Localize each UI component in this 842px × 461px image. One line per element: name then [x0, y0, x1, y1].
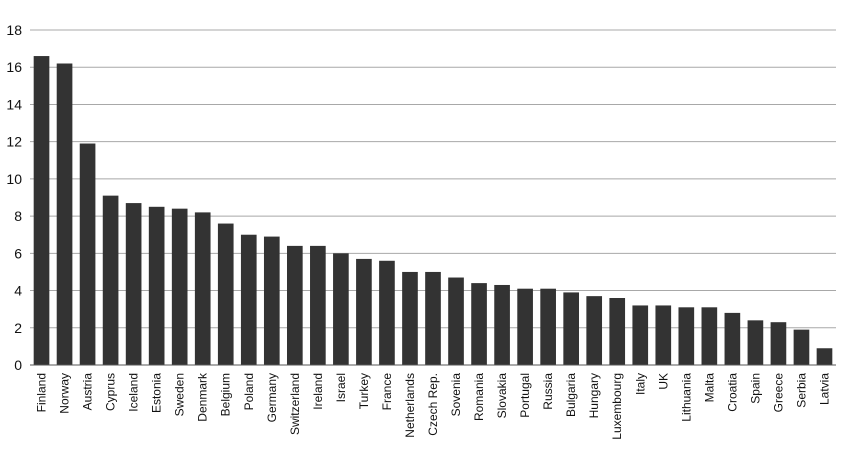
- y-tick-label: 0: [14, 357, 22, 373]
- y-tick-label: 14: [6, 96, 22, 112]
- x-tick-label: Cyprus: [104, 373, 118, 411]
- x-tick-label: Malta: [702, 373, 716, 403]
- bars: [33, 56, 833, 366]
- y-tick-label: 10: [6, 171, 22, 187]
- x-tick-label: Belgium: [219, 373, 233, 416]
- bar: [402, 271, 418, 365]
- bar: [655, 305, 672, 365]
- bar: [79, 143, 96, 365]
- x-tick-label: Bulgaria: [564, 373, 578, 417]
- x-tick-label: Turkey: [357, 373, 371, 409]
- x-tick-label: Switzerland: [288, 373, 302, 435]
- x-tick-label: Poland: [242, 373, 256, 410]
- bar: [770, 322, 787, 365]
- bar: [33, 56, 50, 366]
- x-tick-label: Serbia: [794, 373, 808, 408]
- x-tick-label: Iceland: [127, 373, 141, 412]
- y-tick-label: 18: [6, 22, 22, 38]
- y-tick-label: 12: [6, 134, 22, 150]
- bar: [632, 305, 649, 365]
- bar: [356, 258, 372, 365]
- x-tick-label: Germany: [265, 373, 279, 422]
- x-axis-tick-labels: Finland Norway Austria Cyprus Iceland Estonia…: [35, 372, 832, 440]
- bar: [240, 234, 257, 365]
- bar: [448, 277, 464, 365]
- x-tick-label: Russia: [541, 373, 555, 410]
- y-tick-label: 4: [14, 283, 22, 299]
- x-tick-label: Israel: [334, 373, 348, 402]
- x-tick-label: Austria: [81, 373, 95, 411]
- bar: [171, 208, 188, 365]
- y-tick-label: 16: [6, 59, 22, 75]
- x-tick-label: Finland: [35, 373, 49, 412]
- bar: [609, 298, 626, 365]
- y-tick-label: 6: [14, 245, 22, 261]
- bar: [586, 296, 603, 365]
- bar: [148, 206, 165, 365]
- bar: [333, 253, 349, 365]
- bar: [701, 307, 718, 365]
- y-tick-label: 2: [14, 320, 22, 336]
- bar: [425, 271, 441, 365]
- bar: [379, 260, 395, 365]
- bar: [563, 292, 580, 365]
- x-tick-label: Greece: [771, 373, 785, 413]
- bar: [816, 348, 833, 365]
- x-tick-label: Netherlands: [403, 373, 417, 438]
- bar: [540, 288, 556, 365]
- x-tick-label: Lithuania: [679, 373, 693, 422]
- bar: [747, 320, 764, 365]
- x-tick-label: Croatia: [725, 373, 739, 412]
- x-tick-label: Czech Rep.: [426, 373, 440, 436]
- x-tick-label: Slovakia: [495, 373, 509, 419]
- bar: [263, 236, 280, 365]
- bar: [724, 312, 741, 365]
- y-tick-label: 8: [14, 208, 22, 224]
- bar: [286, 245, 303, 365]
- bar: [56, 63, 73, 365]
- x-tick-label: Portugal: [518, 373, 532, 418]
- bar: [793, 329, 810, 365]
- x-tick-label: Spain: [748, 373, 762, 404]
- y-axis-tick-labels: 0 2 4 6 8 10 12 14 16 18: [6, 22, 22, 373]
- bar: [102, 195, 119, 365]
- x-tick-label: Latvia: [817, 373, 831, 405]
- x-tick-label: Italy: [633, 373, 647, 395]
- x-tick-label: Sweden: [173, 373, 187, 416]
- x-tick-label: Ireland: [311, 373, 325, 410]
- x-tick-label: Estonia: [150, 373, 164, 413]
- x-tick-label: Luxembourg: [610, 373, 624, 440]
- bar: [217, 223, 234, 365]
- bar: [678, 307, 695, 365]
- x-tick-label: Sovenia: [449, 373, 463, 417]
- x-tick-label: Romania: [472, 373, 486, 421]
- bar: [310, 245, 326, 365]
- x-tick-label: Denmark: [196, 372, 210, 422]
- x-tick-label: France: [380, 373, 394, 411]
- x-tick-label: UK: [656, 373, 670, 390]
- bar: [494, 284, 510, 365]
- bar: [517, 288, 533, 365]
- bar: [194, 212, 211, 365]
- bar: [125, 203, 142, 365]
- bar: [471, 283, 487, 365]
- x-tick-label: Norway: [58, 373, 72, 414]
- x-tick-label: Hungary: [587, 373, 601, 418]
